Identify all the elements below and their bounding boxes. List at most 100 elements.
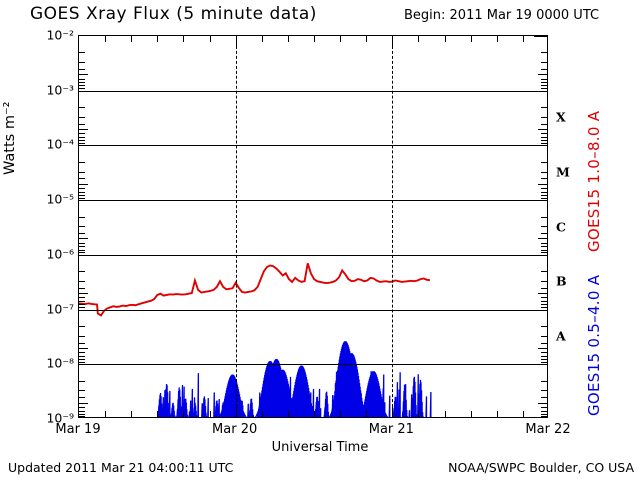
- axis-minor-tick: [131, 411, 133, 417]
- axis-minor-tick: [541, 413, 547, 415]
- axis-minor-tick: [79, 307, 85, 309]
- axis-minor-tick: [541, 226, 547, 228]
- axis-minor-tick: [79, 123, 85, 125]
- axis-minor-tick: [79, 161, 85, 163]
- y-tick--4: 10⁻⁴: [46, 136, 74, 152]
- axis-minor-tick: [470, 36, 472, 42]
- axis-minor-tick: [287, 36, 289, 42]
- y-tick--2: 10⁻²: [46, 27, 74, 43]
- axis-minor-tick: [340, 36, 342, 42]
- axis-minor-tick: [79, 361, 85, 363]
- axis-minor-tick: [541, 107, 547, 109]
- page-title: GOES Xray Flux (5 minute data): [30, 4, 317, 24]
- axis-minor-tick: [79, 413, 85, 415]
- x-tick-mar-22: Mar 22: [525, 422, 571, 437]
- axis-minor-tick: [79, 355, 85, 357]
- axis-minor-tick: [183, 36, 185, 42]
- y-tick--7: 10⁻⁷: [46, 301, 74, 317]
- axis-minor-tick: [79, 271, 85, 273]
- axis-minor-tick: [79, 52, 85, 54]
- axis-minor-tick: [538, 238, 547, 240]
- axis-minor-tick: [541, 194, 547, 196]
- gridline-day: [392, 36, 394, 417]
- axis-minor-tick: [541, 78, 547, 80]
- y-tick--3: 10⁻³: [46, 82, 74, 98]
- axis-minor-tick: [79, 62, 85, 64]
- gridline-decade: [79, 145, 547, 147]
- axis-minor-tick: [541, 68, 547, 70]
- axis-minor-tick: [261, 411, 263, 417]
- axis-minor-tick: [79, 402, 88, 404]
- y-tick--9: 10⁻⁹: [46, 410, 74, 426]
- axis-minor-tick: [541, 246, 547, 248]
- axis-minor-tick: [79, 226, 85, 228]
- axis-minor-tick: [79, 85, 85, 87]
- y-tick--5: 10⁻⁵: [46, 191, 74, 207]
- axis-minor-tick: [79, 301, 85, 303]
- axis-minor-tick: [79, 197, 85, 199]
- axis-minor-tick: [444, 36, 446, 42]
- axis-minor-tick: [541, 242, 547, 244]
- axis-minor-tick: [538, 347, 547, 349]
- begin-time-label: Begin: 2011 Mar 19 0000 UTC: [404, 8, 600, 23]
- axis-minor-tick: [541, 116, 547, 118]
- footer-source: NOAA/SWPC Boulder, CO USA: [448, 460, 634, 475]
- axis-major-tick: [534, 36, 547, 37]
- axis-minor-tick: [79, 347, 88, 349]
- axis-minor-tick: [541, 304, 547, 306]
- axis-minor-tick: [541, 140, 547, 142]
- axis-minor-tick: [79, 233, 85, 235]
- axis-minor-tick: [541, 178, 547, 180]
- axis-minor-tick: [79, 246, 85, 248]
- axis-minor-tick: [79, 304, 85, 306]
- axis-minor-tick: [541, 161, 547, 163]
- flare-class-A: A: [556, 328, 566, 344]
- axis-minor-tick: [522, 36, 524, 42]
- x-tick-mar-21: Mar 21: [368, 422, 414, 437]
- legend-long-wavelength: GOES15 1.0–8.0 A: [585, 110, 603, 252]
- axis-minor-tick: [79, 68, 85, 70]
- axis-minor-tick: [79, 136, 85, 138]
- x-axis-tick-labels: Mar 19 Mar 20 Mar 21 Mar 22: [55, 422, 570, 440]
- axis-minor-tick: [79, 252, 85, 254]
- axis-minor-tick: [541, 136, 547, 138]
- axis-minor-tick: [541, 271, 547, 273]
- axis-major-tick: [392, 407, 394, 417]
- axis-minor-tick: [79, 142, 85, 144]
- axis-minor-tick: [538, 74, 547, 76]
- axis-minor-tick: [79, 416, 85, 417]
- axis-minor-tick: [79, 380, 85, 382]
- plot-area: [78, 35, 548, 418]
- axis-major-tick: [235, 36, 237, 46]
- y-tick--8: 10⁻⁸: [46, 355, 74, 371]
- x-axis-title: Universal Time: [271, 440, 369, 455]
- axis-major-tick: [534, 364, 547, 366]
- axis-minor-tick: [79, 410, 85, 412]
- x-tick-mar-20: Mar 20: [212, 422, 258, 437]
- axis-minor-tick: [183, 411, 185, 417]
- axis-minor-tick: [79, 128, 88, 130]
- axis-minor-tick: [79, 352, 85, 354]
- axis-minor-tick: [541, 326, 547, 328]
- axis-minor-tick: [79, 140, 85, 142]
- axis-minor-tick: [79, 326, 85, 328]
- axis-minor-tick: [541, 280, 547, 282]
- series-long-wavelength: [79, 263, 431, 317]
- axis-minor-tick: [366, 411, 368, 417]
- axis-major-tick: [235, 407, 237, 417]
- axis-minor-tick: [261, 36, 263, 42]
- axis-minor-tick: [79, 216, 85, 218]
- axis-minor-tick: [541, 133, 547, 135]
- axis-minor-tick: [541, 380, 547, 382]
- axis-minor-tick: [79, 242, 85, 244]
- axis-minor-tick: [541, 406, 547, 408]
- axis-minor-tick: [541, 416, 547, 417]
- axis-minor-tick: [541, 252, 547, 254]
- axis-minor-tick: [79, 397, 85, 399]
- axis-minor-tick: [496, 36, 498, 42]
- axis-minor-tick: [340, 411, 342, 417]
- axis-major-tick: [534, 90, 547, 92]
- flare-class-B: B: [556, 273, 567, 289]
- axis-minor-tick: [541, 188, 547, 189]
